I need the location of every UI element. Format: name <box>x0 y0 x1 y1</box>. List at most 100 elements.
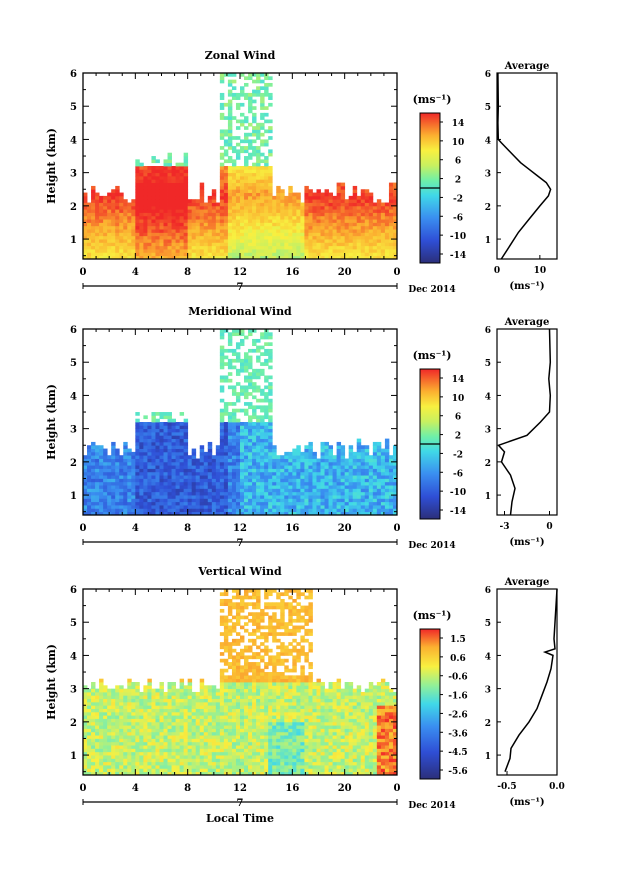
average-y-tick-label: 3 <box>485 686 491 696</box>
average-y-tick-label: 2 <box>485 459 491 469</box>
y-tick-label: 5 <box>70 618 77 629</box>
average-y-tick-label: 6 <box>485 586 491 596</box>
panel-title: Meridional Wind <box>188 305 292 318</box>
average-y-tick-label: 3 <box>485 170 491 180</box>
average-y-tick-label: 5 <box>485 103 491 113</box>
day-label: 7 <box>237 282 244 293</box>
average-y-tick-label: 1 <box>485 752 491 762</box>
y-tick-label: 1 <box>70 491 77 502</box>
average-x-label: (ms⁻¹) <box>509 797 544 808</box>
heatmap-cells <box>83 73 398 260</box>
colorbar-tick-label: 2 <box>455 176 461 186</box>
colorbar-tick-label: -1.6 <box>448 692 467 702</box>
x-tick-label: 8 <box>184 267 191 278</box>
y-tick-label: 6 <box>70 325 77 336</box>
y-tick-label: 4 <box>70 135 77 146</box>
average-y-tick-label: 2 <box>485 203 491 213</box>
colorbar-units: (ms⁻¹) <box>413 349 452 362</box>
y-axis-label: Height (km) <box>45 128 58 204</box>
colorbar-tick-label: 6 <box>455 413 461 423</box>
y-tick-label: 6 <box>70 69 77 80</box>
y-tick-label: 3 <box>70 685 77 696</box>
average-y-tick-label: 3 <box>485 426 491 436</box>
average-x-tick-label: 0 <box>494 266 500 276</box>
x-tick-label: 0 <box>80 267 87 278</box>
heatmap-cells <box>83 329 398 516</box>
x-tick-label: 4 <box>132 783 139 794</box>
colorbar-tick-label: -2 <box>453 450 463 460</box>
average-title: Average <box>504 317 550 328</box>
colorbar-tick-label: -10 <box>450 232 466 242</box>
colorbar-tick-label: -3.6 <box>448 729 467 739</box>
average-frame <box>496 588 558 776</box>
average-y-tick-label: 1 <box>485 492 491 502</box>
average-y-tick-label: 4 <box>485 392 491 402</box>
colorbar-tick-label: 10 <box>452 138 465 148</box>
y-tick-label: 5 <box>70 358 77 369</box>
date-label: Dec 2014 <box>408 541 455 551</box>
average-y-tick-label: 6 <box>485 70 491 80</box>
x-tick-label: 20 <box>338 267 352 278</box>
colorbar-tick-label: 14 <box>452 375 465 385</box>
x-tick-label: 0 <box>394 523 401 534</box>
colorbar-tick-label: -10 <box>450 488 466 498</box>
average-profile-line <box>504 588 558 772</box>
y-tick-label: 4 <box>70 651 77 662</box>
colorbar-tick-label: -6 <box>453 213 463 223</box>
average-title: Average <box>504 577 550 588</box>
x-tick-label: 20 <box>338 783 352 794</box>
x-tick-label: 4 <box>132 267 139 278</box>
x-tick-label: 8 <box>184 783 191 794</box>
average-profile: Average 1 2 3 4 5 6 0 10 (ms⁻¹) <box>485 61 558 292</box>
y-tick-label: 3 <box>70 169 77 180</box>
colorbar-tick-label: -6 <box>453 469 463 479</box>
day-label: 7 <box>237 538 244 549</box>
x-axis-label-local-time: Local Time <box>206 812 274 825</box>
y-tick-label: 6 <box>70 585 77 596</box>
average-x-tick-label: 0 <box>546 522 552 532</box>
y-tick-label: 1 <box>70 235 77 246</box>
average-profile: Average 1 2 3 4 5 6 -3 0(ms⁻¹) <box>485 317 558 548</box>
colorbar-tick-label: 10 <box>452 394 465 404</box>
y-axis-label: Height (km) <box>45 384 58 460</box>
average-frame <box>496 72 558 260</box>
y-tick-label: 2 <box>70 718 77 729</box>
colorbar-tick-label: -14 <box>450 251 466 261</box>
average-title: Average <box>504 61 550 72</box>
average-y-tick-label: 1 <box>485 236 491 246</box>
average-x-tick-label: 10 <box>534 266 547 276</box>
y-tick-label: 5 <box>70 102 77 113</box>
x-tick-label: 0 <box>394 783 401 794</box>
x-tick-label: 0 <box>80 523 87 534</box>
colorbar <box>419 628 441 780</box>
average-x-label: (ms⁻¹) <box>509 281 544 292</box>
average-y-tick-label: 4 <box>485 136 491 146</box>
average-y-tick-label: 4 <box>485 652 491 662</box>
y-tick-label: 2 <box>70 202 77 213</box>
average-y-tick-label: 5 <box>485 619 491 629</box>
average-profile-line <box>497 72 552 260</box>
y-tick-label: 3 <box>70 425 77 436</box>
y-tick-label: 1 <box>70 751 77 762</box>
x-tick-label: 20 <box>338 523 352 534</box>
x-tick-label: 16 <box>285 783 299 794</box>
x-tick-label: 12 <box>233 783 247 794</box>
average-x-tick-label: 0.0 <box>549 782 565 792</box>
x-tick-label: 12 <box>233 267 247 278</box>
colorbar-tick-label: -2 <box>453 194 463 204</box>
day-label: 7 <box>237 798 244 809</box>
panel-title: Zonal Wind <box>205 49 276 62</box>
average-frame <box>496 328 558 516</box>
colorbar-tick-label: 6 <box>455 157 461 167</box>
average-y-tick-label: 5 <box>485 359 491 369</box>
colorbar-tick-label: -4.5 <box>448 748 467 758</box>
x-tick-label: 16 <box>285 523 299 534</box>
y-tick-label: 4 <box>70 391 77 402</box>
colorbar-units: (ms⁻¹) <box>413 609 452 622</box>
average-x-tick-label: -0.5 <box>497 782 516 792</box>
panel-title: Vertical Wind <box>197 565 282 578</box>
x-tick-label: 0 <box>80 783 87 794</box>
